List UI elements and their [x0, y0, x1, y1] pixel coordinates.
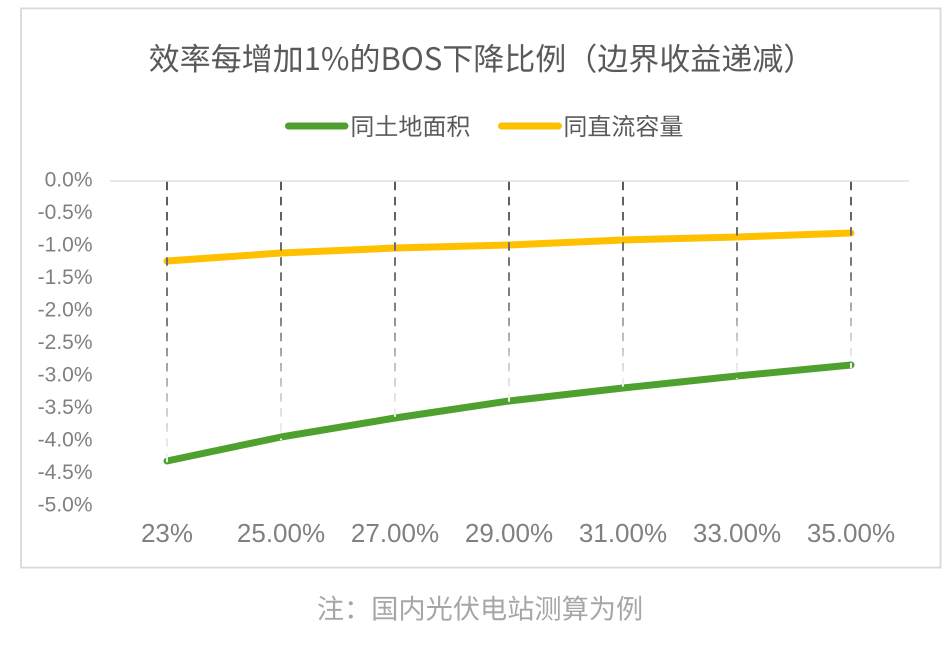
svg-text:29.00%: 29.00% — [465, 518, 553, 548]
svg-text:-2.5%: -2.5% — [38, 331, 93, 354]
svg-text:-5.0%: -5.0% — [38, 493, 93, 516]
svg-text:35.00%: 35.00% — [807, 518, 895, 548]
svg-text:23%: 23% — [141, 518, 193, 548]
svg-text:-0.5%: -0.5% — [38, 201, 93, 224]
svg-text:-4.0%: -4.0% — [38, 428, 93, 451]
svg-text:0.0%: 0.0% — [45, 169, 93, 192]
svg-text:-3.5%: -3.5% — [38, 396, 93, 419]
svg-text:-1.0%: -1.0% — [38, 234, 93, 257]
svg-text:-2.0%: -2.0% — [38, 299, 93, 322]
svg-text:27.00%: 27.00% — [351, 518, 439, 548]
svg-text:33.00%: 33.00% — [693, 518, 781, 548]
svg-text:31.00%: 31.00% — [579, 518, 667, 548]
svg-text:-1.5%: -1.5% — [38, 266, 93, 289]
svg-text:-3.0%: -3.0% — [38, 364, 93, 387]
svg-text:-4.5%: -4.5% — [38, 461, 93, 484]
svg-text:25.00%: 25.00% — [237, 518, 325, 548]
